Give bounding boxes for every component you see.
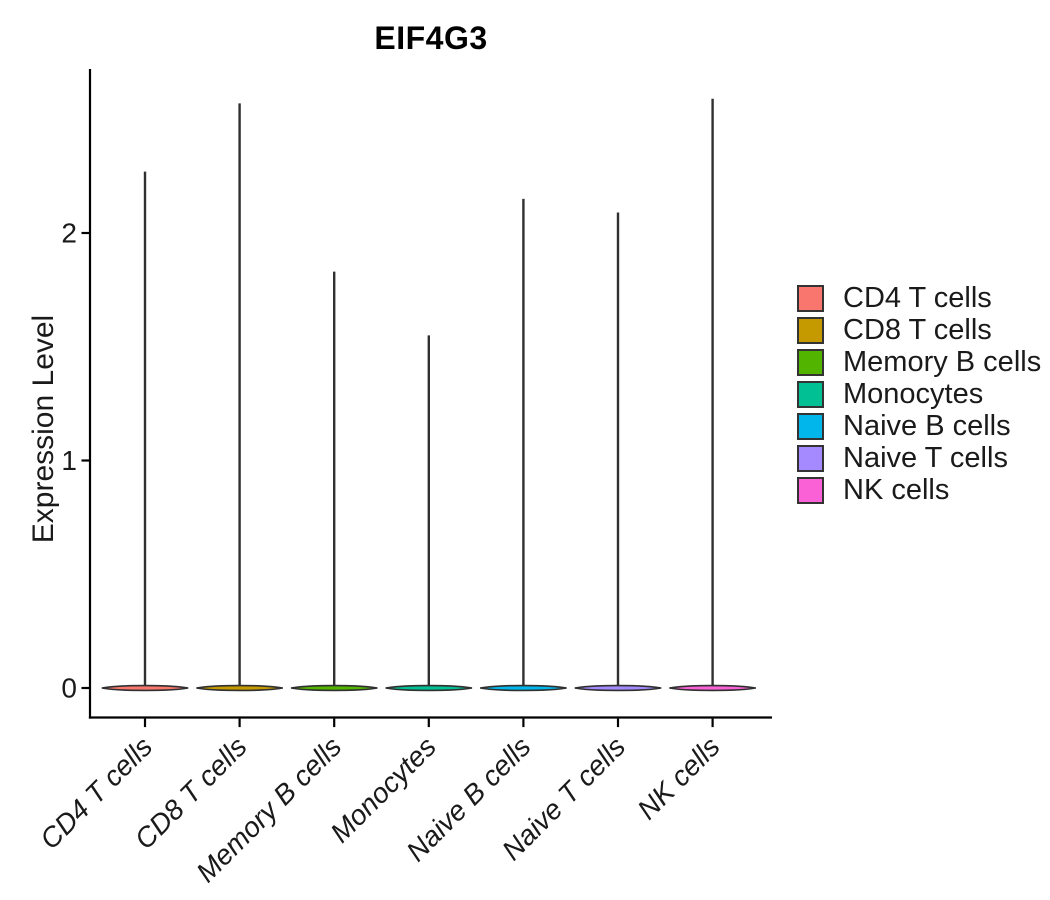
legend-item-6: NK cells bbox=[797, 474, 1041, 506]
legend-swatch-2 bbox=[797, 349, 824, 376]
violin-base-2 bbox=[290, 684, 378, 692]
y-tick-label-1: 1 bbox=[61, 445, 77, 476]
violin-base-4 bbox=[480, 684, 567, 692]
legend-item-3: Monocytes bbox=[797, 378, 1041, 410]
legend-item-5: Naive T cells bbox=[797, 442, 1041, 474]
legend-label-3: Monocytes bbox=[843, 378, 984, 410]
legend-swatch-5 bbox=[797, 445, 824, 472]
chart-title: EIF4G3 bbox=[374, 20, 488, 56]
y-tick-label-2: 2 bbox=[61, 218, 77, 249]
legend-item-4: Naive B cells bbox=[797, 410, 1041, 442]
legend-swatch-4 bbox=[797, 413, 824, 440]
legend-label-0: CD4 T cells bbox=[843, 282, 992, 314]
y-tick-label-0: 0 bbox=[61, 673, 77, 704]
violin-base-1 bbox=[196, 684, 283, 692]
legend-item-2: Memory B cells bbox=[797, 346, 1042, 378]
legend-swatch-3 bbox=[797, 381, 824, 408]
x-tick-label-6: NK cells bbox=[631, 731, 726, 826]
legend-label-2: Memory B cells bbox=[843, 346, 1042, 378]
violin-base-6 bbox=[669, 684, 756, 692]
legend: CD4 T cells CD8 T cells Memory B cells Mono… bbox=[797, 282, 1042, 506]
legend-item-1: CD8 T cells bbox=[797, 314, 1041, 346]
legend-swatch-6 bbox=[797, 477, 824, 504]
legend-label-4: Naive B cells bbox=[843, 410, 1011, 442]
legend-swatch-1 bbox=[797, 317, 824, 344]
violin-base-5 bbox=[574, 684, 662, 692]
legend-swatch-0 bbox=[797, 285, 824, 312]
legend-label-5: Naive T cells bbox=[843, 442, 1008, 474]
legend-item-0: CD4 T cells bbox=[797, 282, 1041, 314]
violin-base-0 bbox=[101, 684, 189, 692]
legend-label-6: NK cells bbox=[843, 474, 950, 506]
violin-base-3 bbox=[385, 684, 473, 692]
legend-label-1: CD8 T cells bbox=[843, 314, 992, 346]
